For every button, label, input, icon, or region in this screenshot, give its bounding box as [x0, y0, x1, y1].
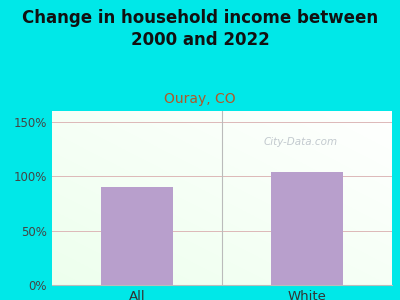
Text: Ouray, CO: Ouray, CO — [164, 92, 236, 106]
Text: Change in household income between
2000 and 2022: Change in household income between 2000 … — [22, 9, 378, 49]
Bar — [271, 172, 343, 285]
Bar — [101, 187, 173, 285]
Text: City-Data.com: City-Data.com — [263, 137, 337, 147]
